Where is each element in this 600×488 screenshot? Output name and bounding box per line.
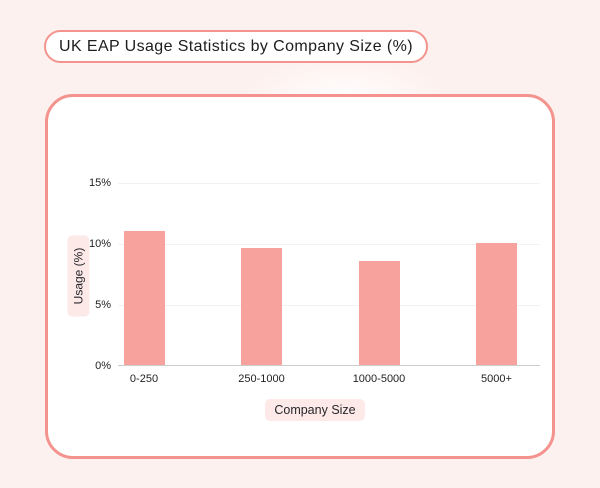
gridline-10% bbox=[118, 244, 540, 245]
page-title: UK EAP Usage Statistics by Company Size … bbox=[44, 30, 428, 63]
bar-250-1000 bbox=[241, 247, 282, 365]
x-tick-label: 0-250 bbox=[129, 373, 159, 385]
plot-area: 0% 5% 10% 15% 0-250 250-1000 1000-5000 5000+ bbox=[89, 177, 540, 385]
y-tick-label: 5% bbox=[95, 299, 111, 311]
x-tick-label: 250-1000 bbox=[238, 373, 285, 385]
x-axis-title: Company Size bbox=[265, 399, 365, 421]
y-tick-label: 10% bbox=[88, 238, 111, 250]
x-tick-label: 5000+ bbox=[481, 373, 512, 385]
bar-1000-5000 bbox=[358, 261, 400, 365]
y-axis-title: Usage (%) bbox=[67, 235, 90, 317]
x-axis-line bbox=[118, 365, 540, 366]
y-tick-label: 0% bbox=[95, 360, 111, 372]
chart-card: 0% 5% 10% 15% 0-250 250-1000 1000-5000 5000+ Us… bbox=[45, 94, 555, 459]
bar-5000+ bbox=[476, 243, 517, 365]
gridline-15% bbox=[118, 183, 540, 184]
y-tick-label: 15% bbox=[88, 177, 111, 189]
bar-0-250 bbox=[123, 230, 165, 365]
gridline-5% bbox=[118, 305, 540, 306]
x-axis-title-wrap: Company Size bbox=[245, 399, 385, 421]
x-tick-label: 1000-5000 bbox=[352, 373, 406, 385]
